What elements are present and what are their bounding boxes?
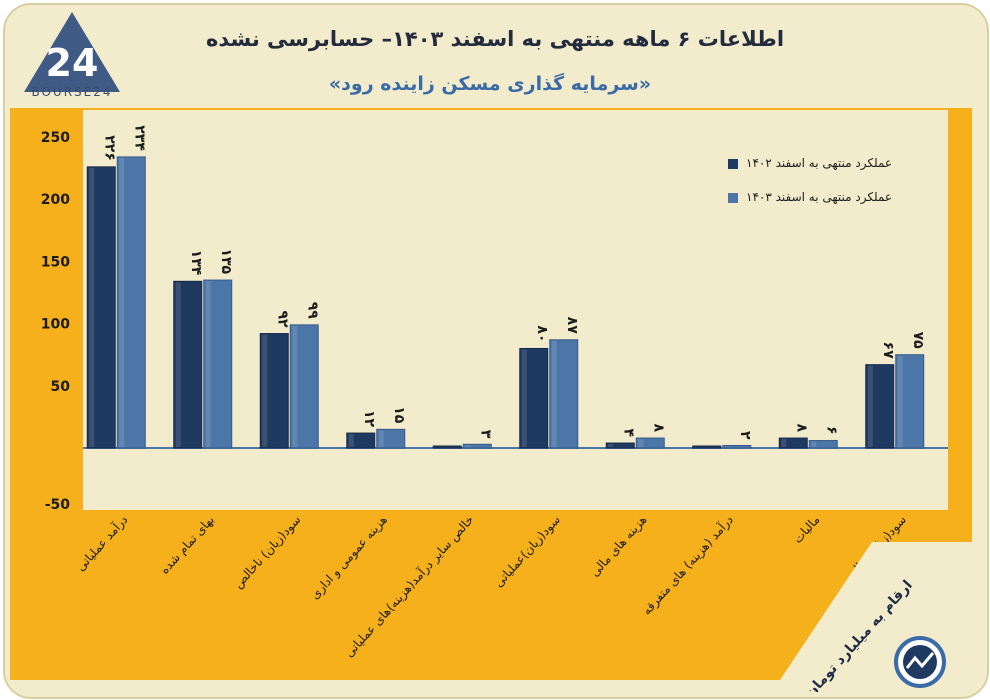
bar-highlight	[867, 365, 873, 447]
legend-label-1403: عملکرد منتهی به اسفند ۱۴۰۳	[746, 190, 893, 204]
bar-highlight	[378, 430, 384, 447]
bar-1402	[865, 364, 895, 449]
bar-1403	[808, 440, 838, 449]
bar-1402	[346, 432, 376, 449]
bar-highlight	[119, 157, 125, 448]
bar-highlight	[897, 355, 903, 447]
bar-1403	[376, 428, 406, 449]
x-category-label: سود(زیان) ناخالص	[231, 513, 304, 592]
x-category-label: هزینه عمومی و اداری	[308, 513, 391, 603]
x-category-label: سود(زیان)عملیاتی	[492, 513, 564, 591]
bar-highlight	[348, 434, 354, 447]
legend-item-1403: عملکرد منتهی به اسفند ۱۴۰۳	[728, 190, 958, 208]
x-category-label: بهای تمام شده	[157, 513, 217, 577]
bar-highlight	[262, 334, 268, 447]
data-label: ۶	[823, 426, 839, 435]
bar-1402	[605, 442, 635, 449]
data-label: ۲۳۴	[131, 125, 147, 151]
y-tick-label: 250	[41, 130, 70, 146]
bar-1402	[692, 445, 722, 449]
chart-subtitle: «سرمایه گذاری مسکن زاینده رود»	[328, 73, 652, 95]
bar-1403	[462, 443, 492, 449]
data-label: ۳	[477, 430, 493, 439]
legend: عملکرد منتهی به اسفند ۱۴۰۲ عملکرد منتهی …	[728, 156, 958, 216]
bar-1402	[86, 166, 116, 449]
y-tick-label: 150	[41, 254, 70, 270]
bar-1403	[722, 445, 752, 449]
bar-1403	[895, 354, 925, 449]
bar-highlight	[205, 281, 211, 447]
data-label: ۲۲۶	[101, 135, 117, 161]
bar-highlight	[465, 445, 471, 447]
bar-1403	[549, 339, 579, 449]
data-label: ۱۵	[391, 406, 407, 424]
logo-brand: BOURSE24	[31, 85, 113, 99]
bar-highlight	[811, 441, 817, 447]
legend-swatch-1403	[728, 193, 738, 203]
bourse24-logo: 24	[24, 12, 120, 92]
data-label: ۸۰	[534, 325, 550, 342]
bar-1402	[778, 437, 808, 449]
units-note-corner: ارقام به میلیارد تومان	[772, 542, 972, 692]
bar-highlight	[292, 325, 298, 447]
bar-1403	[635, 437, 665, 449]
x-category-label: درآمد عملیاتی	[73, 512, 132, 575]
legend-item-1402: عملکرد منتهی به اسفند ۱۴۰۲	[728, 156, 958, 174]
data-label: ۱۳۴	[188, 250, 204, 276]
logo-number: 24	[46, 41, 99, 85]
data-label: ۸	[650, 424, 666, 433]
chart-title: اطلاعات ۶ ماهه منتهی به اسفند ۱۴۰۳– حساب…	[205, 27, 785, 51]
x-category-label: هزینه های مالی	[587, 513, 650, 580]
y-tick-label: 200	[41, 192, 70, 208]
bar-1402	[519, 347, 549, 449]
bar-1403	[203, 279, 233, 449]
data-label: ۲	[737, 431, 753, 440]
data-label: ۹۹	[304, 302, 320, 320]
x-category-label: درآمد (هزینه) های متفرقه	[639, 512, 737, 618]
legend-swatch-1402	[728, 159, 738, 169]
y-tick-label: 50	[51, 379, 71, 395]
bar-1402	[259, 333, 289, 449]
bar-highlight	[521, 349, 527, 447]
data-label: ۱۳۵	[218, 248, 234, 274]
bar-1403	[289, 324, 319, 449]
data-label: ۷۵	[910, 332, 926, 350]
bar-highlight	[175, 282, 181, 447]
bar-highlight	[89, 167, 95, 447]
y-tick-label: 100	[41, 317, 70, 333]
bar-highlight	[551, 340, 557, 447]
data-label: ۹۲	[274, 310, 290, 328]
bar-1402	[173, 280, 203, 449]
data-label: ۱۲	[361, 410, 377, 428]
bar-highlight	[608, 444, 614, 447]
bar-1403	[116, 156, 146, 449]
bar-highlight	[638, 439, 644, 447]
data-label: ۸	[793, 424, 809, 433]
y-tick-label: -50	[45, 497, 71, 513]
data-label: ۸۷	[564, 317, 580, 335]
data-label: ۶۷	[880, 342, 896, 360]
legend-label-1402: عملکرد منتهی به اسفند ۱۴۰۲	[746, 156, 893, 170]
data-label: ۴	[620, 428, 636, 437]
bar-1402	[432, 445, 462, 449]
bar-highlight	[781, 439, 787, 447]
